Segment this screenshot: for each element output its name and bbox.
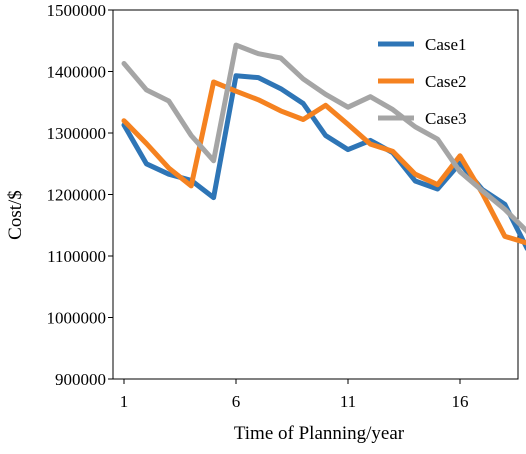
y-tick-label: 1400000 [47, 63, 107, 82]
legend-label-case3: Case3 [425, 109, 467, 128]
legend-label-case1: Case1 [425, 35, 467, 54]
y-tick-label: 1500000 [47, 1, 107, 20]
y-tick-label: 1200000 [47, 186, 107, 205]
plot-frame [112, 9, 519, 380]
x-tick-label: 6 [232, 392, 241, 411]
series-line-case3 [121, 42, 526, 235]
x-axis-label: Time of Planning/year [234, 423, 405, 444]
x-tick-label: 16 [452, 392, 469, 411]
y-axis-label: Cost/$ [5, 190, 26, 240]
x-tick-label: 1 [120, 392, 129, 411]
x-tick-label: 11 [340, 392, 356, 411]
series-line-case2 [121, 79, 526, 246]
y-tick-label: 1300000 [47, 124, 107, 143]
y-tick-label: 1000000 [47, 309, 107, 328]
y-tick-label: 900000 [55, 370, 106, 389]
y-tick-label: 1100000 [47, 247, 106, 266]
legend-label-case2: Case2 [425, 72, 467, 91]
